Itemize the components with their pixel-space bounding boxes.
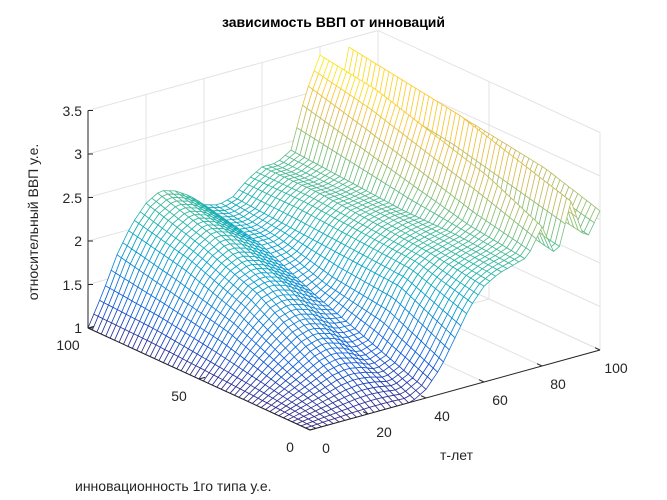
y-tick [309, 427, 317, 431]
z-tick-label: 3 [74, 146, 82, 162]
x-axis-line [309, 349, 601, 431]
x-tick-label: 60 [492, 392, 508, 408]
y-tick [87, 325, 95, 329]
x-tick [594, 347, 601, 351]
mesh-surface [87, 46, 601, 431]
chart-title: зависимость ВВП от инноваций [221, 14, 446, 30]
y-tick-label: 50 [171, 388, 187, 404]
x-tick [536, 363, 543, 367]
x-tick-label: 100 [604, 360, 628, 376]
x-tick-label: 20 [376, 424, 392, 440]
x-tick-label: 0 [322, 440, 330, 456]
x-axis-label: т-лет [440, 447, 473, 463]
x-tick-label: 40 [434, 408, 450, 424]
x-tick [304, 427, 311, 431]
y-tick-label: 100 [56, 337, 80, 353]
y-tick-label: 0 [286, 439, 294, 455]
z-tick-label: 3.5 [62, 102, 82, 119]
y-tick [198, 376, 206, 380]
x-tick [362, 411, 369, 415]
y-axis-label: инновационность 1го типа у.е. [75, 478, 272, 494]
z-axis-label: относительный ВВП у.е. [25, 143, 41, 301]
z-tick-label: 1.5 [62, 276, 82, 293]
grid-line-z [87, 30, 379, 111]
x-tick [420, 395, 427, 399]
z-tick-label: 1 [74, 320, 82, 336]
z-tick-label: 2 [74, 233, 82, 249]
z-tick-label: 2.5 [62, 189, 82, 206]
x-tick [478, 379, 485, 383]
x-tick-label: 80 [550, 376, 566, 392]
axes-lines [87, 110, 601, 431]
